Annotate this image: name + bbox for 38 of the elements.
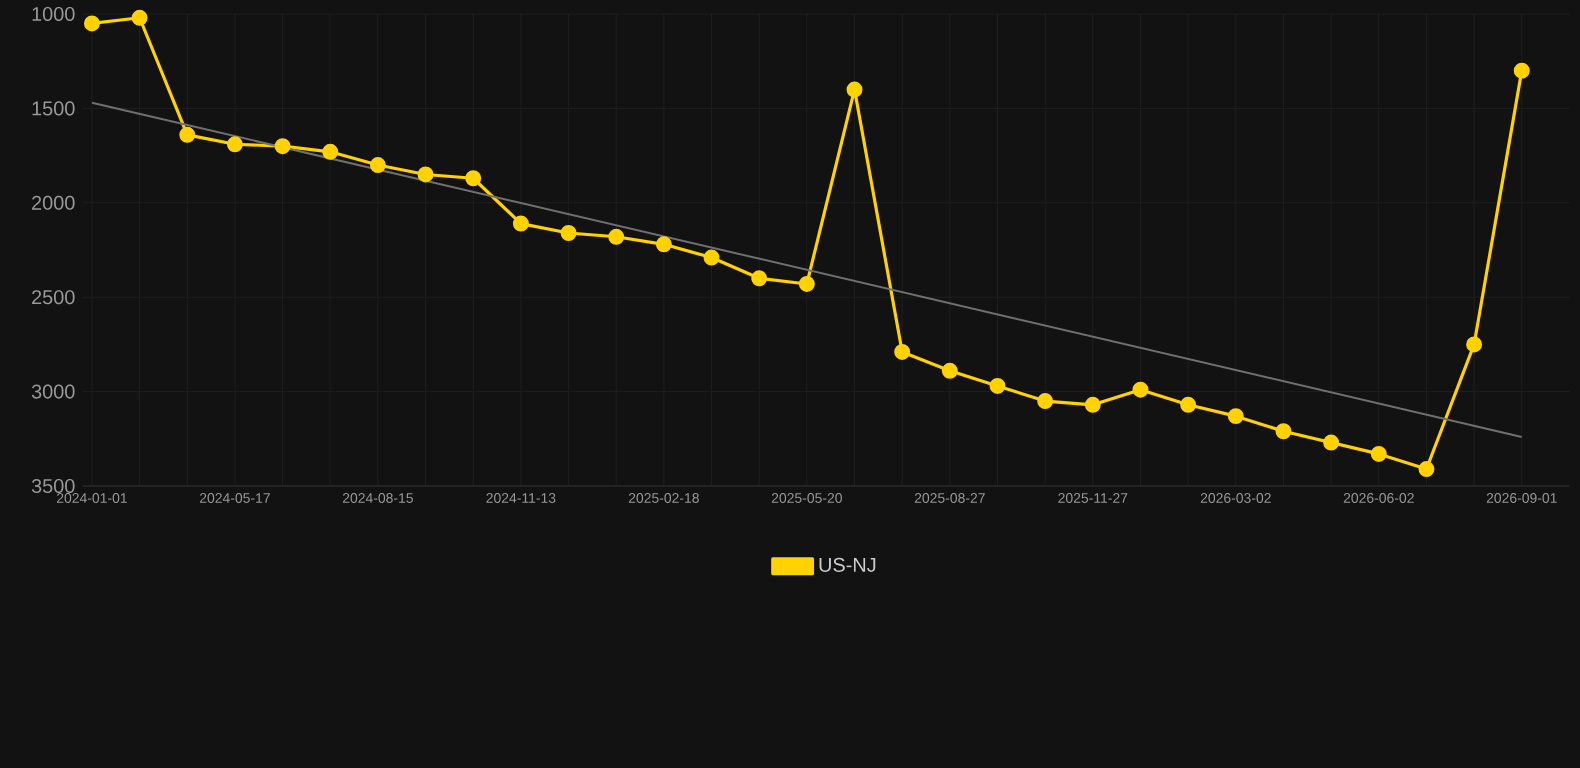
point [1466,336,1483,353]
point [83,15,100,32]
point [1370,445,1387,462]
point [941,362,958,379]
point [846,81,863,98]
point [1275,423,1292,440]
point [1418,461,1435,477]
point [1132,381,1149,398]
point [512,215,529,232]
y-tick-label: 3000 [31,384,75,399]
y-tick-label: 1500 [32,101,75,116]
point [798,276,815,292]
legend-label: US-NJ [819,557,876,572]
point [179,126,196,143]
point [1180,396,1197,413]
point [1513,62,1530,79]
point [560,225,577,241]
point [369,157,386,174]
point [1084,396,1101,413]
point [465,170,482,187]
point [703,249,720,266]
point [417,166,434,183]
y-tick-label: 3500 [31,478,75,494]
y-tick-label: 2500 [32,290,75,305]
point [608,228,625,245]
point [274,138,291,155]
point [1323,434,1340,451]
point [226,136,243,153]
point [131,9,148,26]
point [322,143,339,160]
y-tick-label: 1000 [32,6,75,22]
point [1227,408,1244,425]
point [751,270,768,287]
point [989,377,1006,394]
point [894,343,911,360]
point [1037,393,1054,410]
point [655,236,672,253]
y-tick-label: 2000 [32,195,75,210]
